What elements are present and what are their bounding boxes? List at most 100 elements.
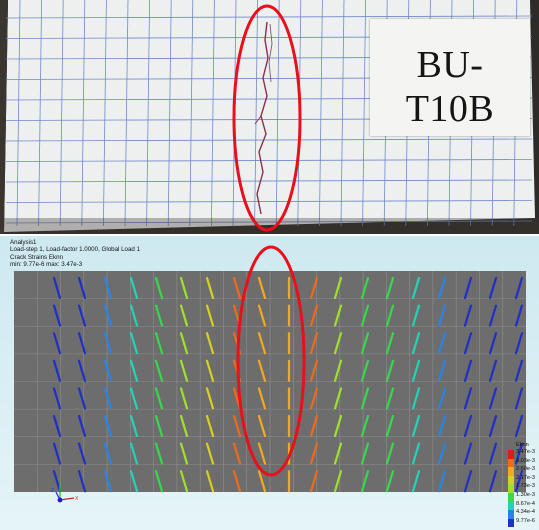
legend-tick: 1.73e-3 [516, 483, 535, 490]
strain-tick [257, 470, 267, 493]
strain-tick [52, 414, 62, 438]
strain-tick [333, 276, 343, 300]
strain-tick [309, 470, 319, 493]
strain-tick [77, 276, 87, 300]
strain-tick [360, 470, 370, 493]
strain-tick [488, 442, 498, 465]
strain-tick [309, 276, 319, 300]
strain-tick [129, 470, 139, 493]
strain-tick [205, 276, 215, 300]
legend-color-bar [508, 450, 514, 528]
strain-tick [77, 414, 87, 438]
legend-tick: 1.30e-3 [516, 491, 535, 498]
legend-title: Eknn [516, 442, 529, 448]
grid-line-horizontal [5, 15, 533, 19]
strain-tick [257, 332, 267, 355]
info-line-loadstep: Load-step 1, Load-factor 1.0000, Global … [10, 246, 141, 254]
legend-color-swatch [508, 510, 514, 519]
specimen-label-card: BU- T10B [370, 19, 530, 136]
strain-tick [257, 414, 267, 438]
info-line-analysis: Analysis1 [10, 239, 37, 246]
analysis-info: Analysis1 Load-step 1, Load-factor 1.000… [10, 239, 140, 268]
strain-tick [205, 304, 215, 327]
strain-tick [205, 470, 215, 493]
photo-background [0, 0, 8, 234]
strain-tick [385, 304, 395, 327]
strain-tick [309, 442, 319, 465]
grid-line-horizontal [5, 220, 533, 224]
strain-tick [103, 414, 113, 438]
strain-tick [333, 470, 343, 493]
strain-tick [411, 332, 421, 355]
legend-color-swatch [508, 518, 514, 528]
strain-tick [52, 442, 62, 465]
strain-tick [257, 442, 267, 465]
grid-line-vertical [59, 0, 64, 227]
specimen-label-line-1: BU- [416, 44, 484, 86]
strain-tick [77, 304, 87, 327]
strain-tick [154, 359, 164, 382]
strain-tick [463, 332, 473, 355]
legend-color-swatch [508, 484, 514, 493]
strain-tick [179, 304, 189, 327]
strain-tick [205, 442, 215, 465]
strain-tick [52, 332, 62, 355]
strain-tick [179, 470, 189, 493]
strain-tick [488, 359, 498, 382]
strain-tick [154, 332, 164, 355]
strain-tick [463, 414, 473, 438]
strain-tick [309, 304, 319, 327]
strain-tick [385, 276, 395, 300]
strain-tick [360, 304, 370, 327]
legend-color-swatch [508, 501, 514, 511]
strain-tick [52, 276, 62, 300]
crack-highlight-ellipse [232, 4, 302, 232]
strain-tick [437, 414, 447, 438]
strain-tick [103, 332, 113, 355]
strain-tick [360, 442, 370, 465]
legend-color-swatch [508, 467, 514, 476]
axis-label-z: Z [51, 488, 54, 494]
strain-tick [385, 442, 395, 465]
strain-tick [488, 387, 498, 410]
strain-tick [129, 442, 139, 465]
strain-tick [205, 414, 215, 438]
strain-tick [463, 442, 473, 465]
strain-tick [52, 387, 62, 410]
strain-tick [179, 442, 189, 465]
strain-tick [488, 304, 498, 327]
strain-tick [257, 387, 267, 410]
legend-tick: 9.77e-6 [516, 517, 535, 524]
strain-tick [488, 470, 498, 493]
strain-tick [514, 442, 524, 465]
axis-label-x: X [75, 496, 79, 502]
strain-tick [333, 359, 343, 382]
axis-label-y: Y [57, 478, 61, 484]
legend-tick: 3.03e-3 [516, 457, 535, 464]
strain-tick [52, 359, 62, 382]
fe-mesh [14, 271, 526, 492]
legend-color-swatch [508, 475, 514, 485]
strain-tick [52, 304, 62, 327]
strain-tick [77, 470, 87, 493]
grid-line-vertical [103, 0, 107, 227]
fe-highlight-ellipse [236, 245, 306, 477]
legend-color-swatch [508, 450, 514, 459]
strain-tick [333, 387, 343, 410]
strain-tick [129, 304, 139, 327]
axis-triad-icon: Y X Z [51, 478, 79, 503]
strain-tick [360, 276, 370, 300]
strain-tick [385, 414, 395, 438]
strain-tick [514, 387, 524, 410]
strain-tick [514, 304, 524, 327]
strain-tick [232, 414, 242, 438]
strain-tick [333, 332, 343, 355]
strain-tick [154, 414, 164, 438]
strain-tick [179, 332, 189, 355]
strain-tick [514, 470, 524, 493]
strain-tick [411, 387, 421, 410]
strain-tick [463, 304, 473, 327]
info-line-range: min: 9.77e-6 max: 3.47e-3 [10, 260, 83, 268]
info-line-quantity: Crack Strains Eknn [10, 253, 63, 261]
strain-tick [205, 359, 215, 382]
